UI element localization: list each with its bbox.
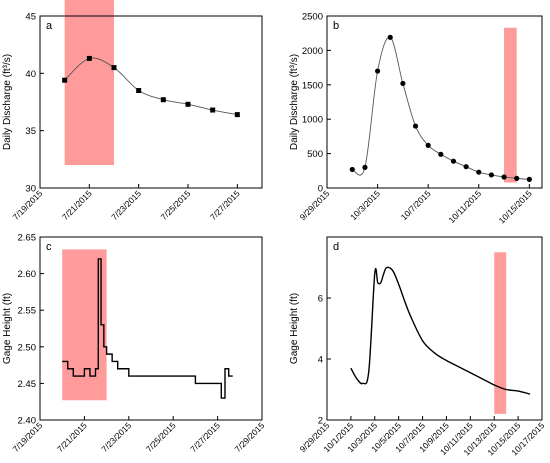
y-tick-label: 2.65	[18, 233, 37, 244]
highlight-region	[62, 249, 107, 401]
x-tick-label: 7/27/2015	[208, 188, 242, 222]
y-tick-label: 2.55	[18, 306, 37, 317]
series-line	[350, 266, 531, 395]
data-point	[514, 175, 520, 181]
x-tick-label: 7/23/2015	[99, 420, 133, 454]
panel-letter: c	[46, 241, 52, 253]
data-point	[111, 65, 117, 71]
y-tick-label: 4	[318, 355, 323, 366]
axes-frame	[39, 15, 263, 189]
data-point	[438, 151, 444, 157]
series-line	[62, 258, 233, 399]
y-axis-label: Gage Height (ft)	[2, 293, 13, 364]
data-point	[488, 172, 495, 178]
y-axis-label: Daily Discharge (ft³/s)	[2, 54, 13, 150]
x-tick-label: 10/7/2015	[399, 188, 433, 222]
y-tick-label: 6	[318, 294, 323, 305]
y-tick-label: 2.45	[18, 379, 37, 390]
data-point	[349, 166, 355, 173]
data-point	[185, 101, 191, 107]
highlight-region	[494, 252, 507, 414]
data-point	[374, 68, 381, 74]
y-tick-label: 30	[25, 184, 36, 195]
data-point	[501, 174, 507, 180]
x-tick-label: 7/27/2015	[188, 420, 222, 454]
data-point	[463, 164, 469, 170]
y-tick-label: 1000	[302, 115, 323, 126]
axes-frame	[326, 15, 543, 189]
data-point	[476, 169, 482, 175]
x-tick-label: 7/21/2015	[55, 420, 89, 454]
x-tick-label: 7/21/2015	[60, 188, 94, 222]
y-tick-label: 2.40	[18, 416, 37, 427]
data-point	[362, 164, 368, 170]
x-tick-label: 7/23/2015	[109, 188, 143, 222]
y-tick-label: 40	[25, 69, 36, 80]
y-tick-label: 2.50	[18, 342, 37, 353]
panel-d: d2469/29/201510/1/201510/3/201510/5/2015…	[289, 236, 547, 457]
data-point	[412, 123, 419, 129]
panel-letter: d	[333, 241, 339, 253]
data-point	[400, 80, 406, 87]
data-point	[86, 55, 92, 61]
data-point	[425, 142, 431, 148]
panel-letter: a	[46, 20, 53, 32]
y-tick-label: 2000	[302, 46, 323, 57]
panel-b: b 0 500 1000 1500 2000 2500 9/29/2015 10/3/2015 1…	[289, 12, 543, 225]
data-point	[234, 112, 240, 118]
y-axis-label: Gage Height (ft)	[289, 293, 300, 364]
panel-letter: b	[333, 20, 339, 32]
x-tick-label: 7/29/2015	[233, 420, 267, 454]
x-tick-label: 10/15/2015	[497, 188, 534, 225]
data-point	[450, 158, 457, 164]
y-tick-label: 0	[318, 184, 323, 195]
y-tick-label: 500	[307, 149, 323, 160]
data-point	[526, 176, 532, 182]
x-tick-label: 10/3/2015	[348, 188, 382, 222]
y-tick-label: 2	[318, 416, 323, 427]
series-line	[352, 36, 530, 180]
y-tick-label: 1500	[302, 80, 323, 91]
y-tick-label: 35	[25, 126, 36, 137]
y-tick-label: 2.60	[18, 269, 37, 280]
data-point	[210, 107, 216, 113]
data-point	[62, 77, 68, 83]
panel-c: c2.402.452.502.552.602.657/19/2015 7/21/2…	[2, 233, 267, 455]
data-point	[160, 97, 166, 103]
highlight-region	[504, 27, 517, 183]
x-tick-label: 9/29/2015	[298, 188, 332, 222]
axes-frame	[39, 236, 263, 421]
data-point	[387, 34, 393, 40]
x-tick-label: 7/25/2015	[144, 420, 178, 454]
data-point	[136, 88, 142, 94]
y-tick-label: 2500	[302, 12, 323, 23]
y-axis-label: Daily Discharge (ft³/s)	[289, 54, 300, 150]
highlight-region	[64, 0, 114, 166]
x-tick-label: 10/11/2015	[446, 188, 483, 225]
axes-frame	[326, 236, 543, 421]
y-tick-label: 45	[25, 12, 36, 23]
x-tick-label: 7/25/2015	[159, 188, 193, 222]
